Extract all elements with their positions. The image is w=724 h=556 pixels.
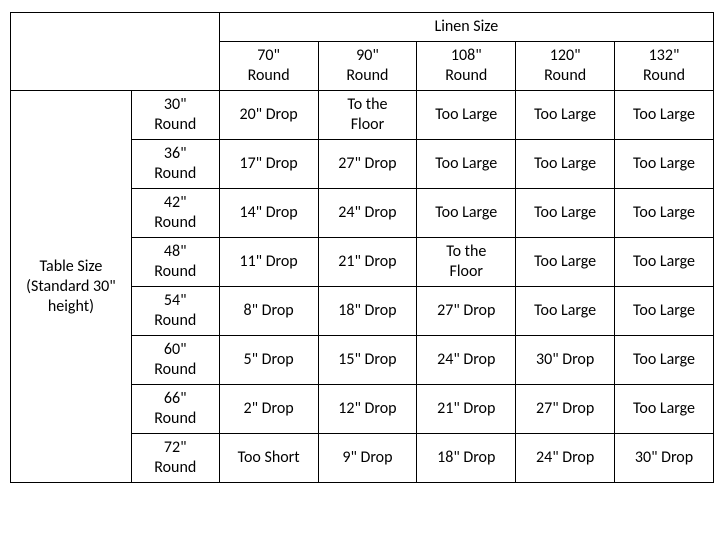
cell-5-3: 30" Drop bbox=[516, 336, 615, 385]
col-header-2-l2: Round bbox=[419, 66, 513, 86]
linen-size-table: Linen Size 70" Round 90" Round 108" Roun… bbox=[10, 12, 714, 483]
col-header-0: 70" Round bbox=[219, 42, 318, 91]
col-header-4: 132" Round bbox=[615, 42, 714, 91]
cell-4-0: 8" Drop bbox=[219, 287, 318, 336]
cell-7-2: 18" Drop bbox=[417, 434, 516, 483]
cell-0-2: Too Large bbox=[417, 91, 516, 140]
cell-0-0: 20" Drop bbox=[219, 91, 318, 140]
cell-4-4: Too Large bbox=[615, 287, 714, 336]
row-header-1: 36" Round bbox=[131, 140, 219, 189]
cell-6-3: 27" Drop bbox=[516, 385, 615, 434]
cell-6-4: Too Large bbox=[615, 385, 714, 434]
row-header-5: 60" Round bbox=[131, 336, 219, 385]
cell-7-4: 30" Drop bbox=[615, 434, 714, 483]
col-header-1-l1: 90" bbox=[321, 46, 415, 66]
col-header-3-l1: 120" bbox=[518, 46, 612, 66]
col-header-3-l2: Round bbox=[518, 66, 612, 86]
cell-2-2: Too Large bbox=[417, 189, 516, 238]
cell-0-1: To the Floor bbox=[318, 91, 417, 140]
cell-6-0: 2" Drop bbox=[219, 385, 318, 434]
row-header-2: 42" Round bbox=[131, 189, 219, 238]
row-header-6: 66" Round bbox=[131, 385, 219, 434]
cell-2-1: 24" Drop bbox=[318, 189, 417, 238]
cell-1-4: Too Large bbox=[615, 140, 714, 189]
col-header-0-l1: 70" bbox=[222, 46, 316, 66]
cell-7-3: 24" Drop bbox=[516, 434, 615, 483]
cell-2-0: 14" Drop bbox=[219, 189, 318, 238]
row-group-l3: height) bbox=[13, 297, 129, 317]
cell-6-2: 21" Drop bbox=[417, 385, 516, 434]
cell-3-4: Too Large bbox=[615, 238, 714, 287]
cell-3-0: 11" Drop bbox=[219, 238, 318, 287]
cell-0-3: Too Large bbox=[516, 91, 615, 140]
col-header-4-l2: Round bbox=[617, 66, 711, 86]
cell-4-1: 18" Drop bbox=[318, 287, 417, 336]
cell-6-1: 12" Drop bbox=[318, 385, 417, 434]
cell-7-1: 9" Drop bbox=[318, 434, 417, 483]
cell-4-3: Too Large bbox=[516, 287, 615, 336]
cell-2-3: Too Large bbox=[516, 189, 615, 238]
row-header-4: 54" Round bbox=[131, 287, 219, 336]
cell-1-1: 27" Drop bbox=[318, 140, 417, 189]
table-row: Table Size (Standard 30" height) 30" Rou… bbox=[11, 91, 714, 140]
cell-5-0: 5" Drop bbox=[219, 336, 318, 385]
cell-2-4: Too Large bbox=[615, 189, 714, 238]
blank-corner bbox=[11, 13, 220, 91]
cell-0-4: Too Large bbox=[615, 91, 714, 140]
cell-1-2: Too Large bbox=[417, 140, 516, 189]
col-group-header: Linen Size bbox=[219, 13, 713, 42]
cell-4-2: 27" Drop bbox=[417, 287, 516, 336]
cell-3-1: 21" Drop bbox=[318, 238, 417, 287]
cell-1-3: Too Large bbox=[516, 140, 615, 189]
cell-5-4: Too Large bbox=[615, 336, 714, 385]
col-header-3: 120" Round bbox=[516, 42, 615, 91]
row-group-l2: (Standard 30" bbox=[13, 277, 129, 297]
cell-5-2: 24" Drop bbox=[417, 336, 516, 385]
col-header-1: 90" Round bbox=[318, 42, 417, 91]
cell-3-3: Too Large bbox=[516, 238, 615, 287]
col-header-4-l1: 132" bbox=[617, 46, 711, 66]
cell-7-0: Too Short bbox=[219, 434, 318, 483]
row-group-l1: Table Size bbox=[13, 257, 129, 277]
col-header-1-l2: Round bbox=[321, 66, 415, 86]
cell-3-2: To the Floor bbox=[417, 238, 516, 287]
col-header-2: 108" Round bbox=[417, 42, 516, 91]
row-header-3: 48" Round bbox=[131, 238, 219, 287]
cell-5-1: 15" Drop bbox=[318, 336, 417, 385]
row-header-7: 72" Round bbox=[131, 434, 219, 483]
cell-1-0: 17" Drop bbox=[219, 140, 318, 189]
row-header-0: 30" Round bbox=[131, 91, 219, 140]
col-header-0-l2: Round bbox=[222, 66, 316, 86]
row-group-header: Table Size (Standard 30" height) bbox=[11, 91, 132, 483]
col-header-2-l1: 108" bbox=[419, 46, 513, 66]
